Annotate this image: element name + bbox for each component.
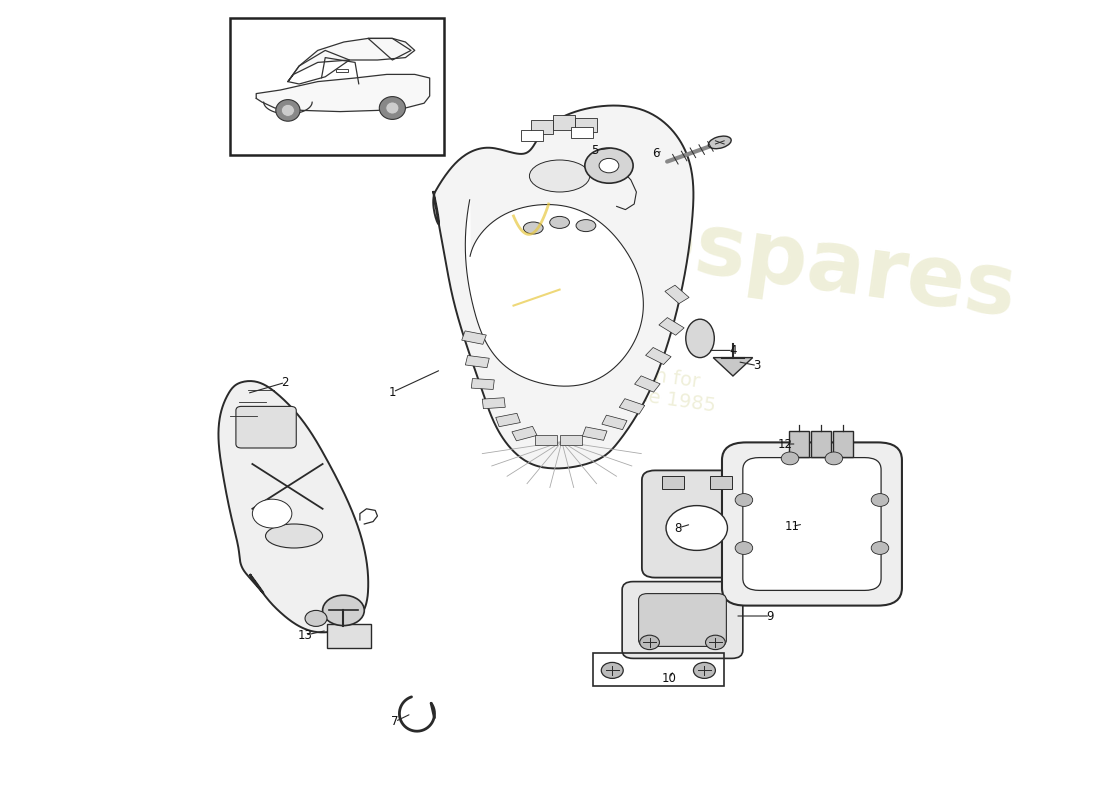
Ellipse shape [524, 222, 543, 234]
Bar [536, 435, 558, 445]
Circle shape [322, 595, 364, 626]
Ellipse shape [529, 160, 590, 192]
Circle shape [252, 499, 292, 528]
Ellipse shape [282, 104, 295, 116]
Bar [465, 355, 490, 368]
Text: a passion for
parts since 1985: a passion for parts since 1985 [553, 352, 719, 416]
Circle shape [871, 542, 889, 554]
Polygon shape [713, 358, 752, 376]
Bar [582, 427, 607, 440]
Bar [593, 653, 724, 686]
Bar [327, 624, 371, 648]
Circle shape [735, 494, 752, 506]
Circle shape [781, 452, 799, 465]
FancyBboxPatch shape [722, 442, 902, 606]
Ellipse shape [550, 216, 570, 229]
Circle shape [825, 452, 843, 465]
Text: eurospares: eurospares [471, 177, 1022, 335]
Circle shape [735, 542, 752, 554]
Text: 5: 5 [591, 144, 598, 157]
Bar [789, 431, 808, 457]
Circle shape [602, 662, 624, 678]
Ellipse shape [265, 524, 322, 548]
Circle shape [585, 148, 634, 183]
Bar [230, 18, 444, 155]
FancyBboxPatch shape [623, 582, 742, 658]
Bar [575, 118, 597, 132]
Bar [337, 69, 348, 72]
Text: 12: 12 [778, 438, 793, 450]
Polygon shape [256, 74, 430, 111]
Bar [646, 347, 671, 365]
Text: 3: 3 [754, 359, 761, 372]
Text: 6: 6 [652, 147, 660, 160]
Ellipse shape [576, 219, 596, 232]
Circle shape [871, 494, 889, 506]
Bar [482, 398, 505, 409]
Bar [496, 414, 520, 426]
Bar [635, 376, 660, 392]
Bar [602, 415, 627, 430]
FancyBboxPatch shape [639, 594, 726, 646]
Bar [619, 398, 645, 414]
Ellipse shape [708, 136, 732, 149]
Ellipse shape [386, 102, 399, 114]
FancyBboxPatch shape [235, 406, 296, 448]
Bar [833, 431, 853, 457]
Polygon shape [219, 381, 368, 632]
Bar [811, 431, 830, 457]
FancyBboxPatch shape [642, 470, 751, 578]
Bar [659, 318, 684, 335]
Bar [571, 127, 593, 138]
Circle shape [693, 662, 715, 678]
Polygon shape [288, 38, 415, 82]
Text: 9: 9 [767, 610, 774, 622]
Circle shape [305, 610, 327, 626]
Circle shape [705, 635, 725, 650]
Bar [512, 426, 537, 441]
Bar [664, 285, 689, 304]
Bar [462, 331, 486, 344]
Ellipse shape [276, 100, 300, 121]
Text: 2: 2 [282, 376, 289, 389]
Bar [710, 476, 732, 489]
Bar [531, 120, 553, 134]
Bar [521, 130, 543, 141]
Text: 8: 8 [674, 522, 682, 534]
Bar [553, 115, 575, 130]
Text: 10: 10 [662, 672, 676, 685]
Polygon shape [465, 200, 644, 386]
Bar [560, 435, 582, 445]
Circle shape [640, 635, 659, 650]
Text: 7: 7 [392, 715, 399, 728]
Circle shape [666, 506, 727, 550]
Bar [661, 476, 683, 489]
Polygon shape [433, 106, 693, 469]
FancyBboxPatch shape [742, 458, 881, 590]
Ellipse shape [685, 319, 714, 358]
Circle shape [600, 158, 619, 173]
Bar [471, 378, 494, 390]
Text: 13: 13 [298, 629, 312, 642]
Text: 11: 11 [784, 520, 800, 533]
Text: 1: 1 [389, 386, 397, 398]
Ellipse shape [379, 97, 406, 119]
Text: 4: 4 [729, 344, 737, 357]
